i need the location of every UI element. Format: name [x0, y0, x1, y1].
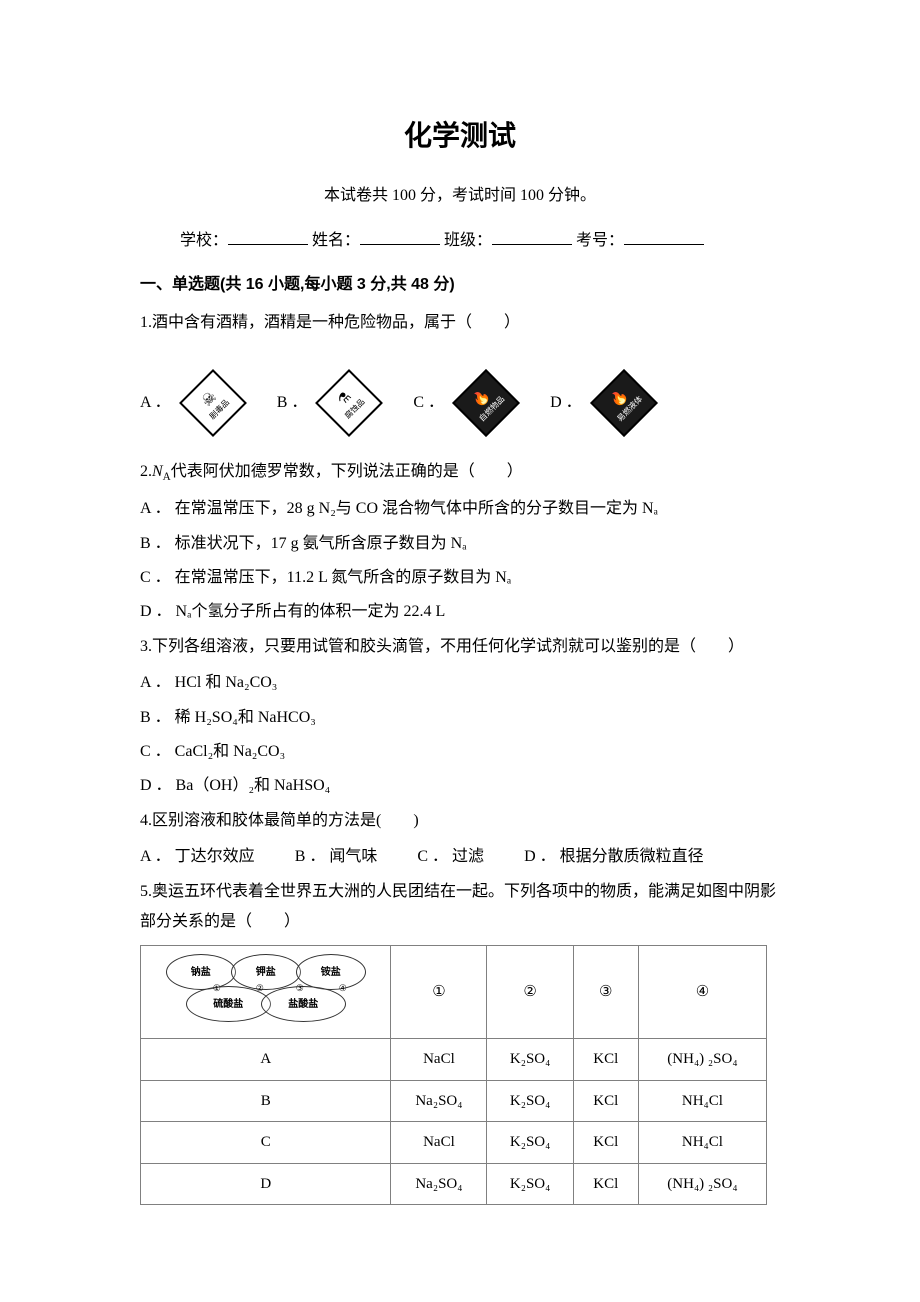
q4-option-D: D ． 根据分散质微粒直径 [524, 842, 704, 872]
q1-text: 1.酒中含有酒精，酒精是一种危险物品，属于（ ） [140, 308, 780, 338]
hazard-corrosive-icon: ⚗腐蚀品 [315, 369, 383, 437]
q3-option-B: B ． 稀 H₂SO₄和 NaHCO₃ [140, 703, 780, 733]
q4-text: 4.区别溶液和胶体最简单的方法是( ) [140, 806, 780, 836]
q4-option-A: A ． 丁达尔效应 [140, 842, 255, 872]
table-row: A NaCl K₂SO₄ KCl (NH₄) ₂SO₄ [141, 1039, 767, 1081]
q1-C-label: C ． [413, 388, 444, 418]
q5-header-2: ② [487, 946, 574, 1039]
class-blank [492, 229, 572, 245]
q1-options: A ． ☠剧毒品 B ． ⚗腐蚀品 C ． 🔥自燃物品 D ． 🔥易燃液体 [140, 369, 780, 437]
q4-option-C: C ． 过滤 [417, 842, 484, 872]
q1-option-D: D ． 🔥易燃液体 [550, 369, 658, 437]
table-row: D Na₂SO₄ K₂SO₄ KCl (NH₄) ₂SO₄ [141, 1163, 767, 1205]
student-info-line: 学校： 姓名： 班级： 考号： [140, 226, 780, 256]
q2-option-B: B ． 标准状况下，17 g 氨气所含原子数目为 Nₐ [140, 529, 780, 559]
q2-option-C: C ． 在常温常压下，11.2 L 氮气所含的原子数目为 Nₐ [140, 563, 780, 593]
q1-D-label: D ． [550, 388, 582, 418]
q2-text: 2.NA代表阿伏加德罗常数，下列说法正确的是（ ） [140, 457, 780, 488]
class-label: 班级： [444, 232, 492, 249]
q3-option-C: C ． CaCl₂和 Na₂CO₃ [140, 737, 780, 767]
section-1-heading: 一、单选题(共 16 小题,每小题 3 分,共 48 分) [140, 270, 780, 300]
q1-option-A: A ． ☠剧毒品 [140, 369, 247, 437]
hazard-flammable-liquid-icon: 🔥易燃液体 [590, 369, 658, 437]
q5-header-1: ① [391, 946, 487, 1039]
q4-option-B: B ． 闻气味 [295, 842, 378, 872]
q1-A-label: A ． [140, 388, 171, 418]
name-label: 姓名： [312, 232, 360, 249]
q2-option-A: A ． 在常温常压下，28 g N₂与 CO 混合物气体中所含的分子数目一定为 … [140, 494, 780, 524]
id-blank [624, 229, 704, 245]
table-row: B Na₂SO₄ K₂SO₄ KCl NH₄Cl [141, 1080, 767, 1122]
q5-text: 5.奥运五环代表着全世界五大洲的人民团结在一起。下列各项中的物质，能满足如图中阴… [140, 877, 780, 938]
q3-option-A: A ． HCl 和 Na₂CO₃ [140, 668, 780, 698]
q5-diagram-cell: 钠盐 钾盐 铵盐 硫酸盐 盐酸盐 ① ② ③ ④ [141, 946, 391, 1039]
q1-option-B: B ． ⚗腐蚀品 [277, 369, 384, 437]
q1-B-label: B ． [277, 388, 308, 418]
q3-option-D: D ． Ba（OH）₂和 NaHSO₄ [140, 771, 780, 801]
exam-meta: 本试卷共 100 分，考试时间 100 分钟。 [140, 181, 780, 211]
name-blank [360, 229, 440, 245]
q4-options: A ． 丁达尔效应 B ． 闻气味 C ． 过滤 D ． 根据分散质微粒直径 [140, 842, 780, 872]
q3-text: 3.下列各组溶液，只要用试管和胶头滴管，不用任何化学试剂就可以鉴别的是（ ） [140, 632, 780, 662]
hazard-spontaneous-icon: 🔥自燃物品 [452, 369, 520, 437]
q5-table: 钠盐 钾盐 铵盐 硫酸盐 盐酸盐 ① ② ③ ④ ① ② ③ ④ A NaCl … [140, 945, 767, 1205]
id-label: 考号： [576, 232, 624, 249]
page-title: 化学测试 [140, 110, 780, 163]
school-blank [228, 229, 308, 245]
hazard-toxic-icon: ☠剧毒品 [179, 369, 247, 437]
school-label: 学校： [180, 232, 228, 249]
table-row: C NaCl K₂SO₄ KCl NH₄Cl [141, 1122, 767, 1164]
q2-option-D: D ． Nₐ个氢分子所占有的体积一定为 22.4 L [140, 597, 780, 627]
five-rings-diagram: 钠盐 钾盐 铵盐 硫酸盐 盐酸盐 ① ② ③ ④ [161, 952, 371, 1032]
q5-header-3: ③ [573, 946, 638, 1039]
q5-header-4: ④ [638, 946, 767, 1039]
q1-option-C: C ． 🔥自燃物品 [413, 369, 520, 437]
